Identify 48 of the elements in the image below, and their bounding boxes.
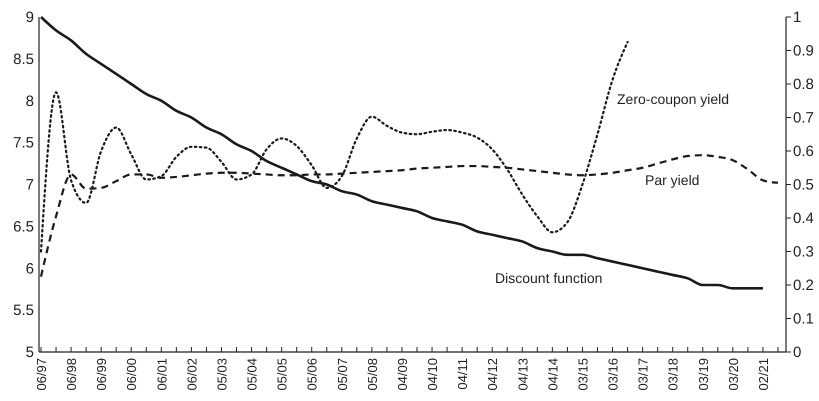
x-tick-label: 06/98 (64, 358, 80, 391)
x-tick-label: 03/18 (666, 358, 681, 391)
x-tick-label: 03/16 (606, 358, 621, 391)
y-tick-label: 6 (26, 260, 34, 278)
y2-tick-label: 0 (793, 344, 802, 361)
y2-tick-label: 0.4 (793, 210, 814, 227)
x-tick-label: 03/17 (636, 358, 651, 391)
y2-tick-label: 0.5 (793, 176, 814, 194)
x-tick-label: 04/10 (425, 358, 440, 391)
x-tick-label: 04/11 (455, 358, 470, 390)
x-tick-label: 05/08 (364, 358, 380, 391)
y2-tick-label: 0.6 (793, 143, 814, 160)
series-label: Discount function (495, 270, 602, 286)
y-tick-label: 7.5 (13, 134, 34, 152)
y-tick-label: 8.5 (13, 50, 34, 68)
x-tick-label: 06/99 (94, 358, 110, 391)
x-tick-label: 02/21 (756, 358, 771, 391)
x-tick-label: 05/06 (304, 358, 320, 391)
x-tick-label: 04/14 (545, 358, 560, 391)
x-tick-label: 04/09 (394, 358, 410, 391)
y-tick-label: 7 (26, 176, 34, 194)
x-tick-label: 03/19 (696, 358, 711, 391)
x-tick-label: 03/15 (575, 358, 590, 391)
series-label: Par yield (645, 172, 700, 188)
y2-tick-label: 0.2 (793, 277, 814, 294)
y-tick-label: 5.5 (13, 302, 34, 320)
y2-tick-label: 0.8 (793, 76, 814, 93)
x-tick-label: 04/12 (485, 358, 500, 391)
y-tick-label: 5 (26, 344, 34, 361)
x-tick-label: 05/05 (274, 358, 290, 391)
y2-tick-label: 1 (793, 9, 802, 26)
x-tick-label: 04/13 (515, 358, 530, 391)
x-tick-label: 06/97 (34, 358, 49, 391)
y2-tick-label: 0.9 (793, 42, 814, 60)
y2-tick-label: 0.3 (793, 244, 814, 260)
y-tick-label: 8 (26, 92, 34, 110)
x-tick-label: 05/03 (214, 358, 230, 391)
y2-tick-label: 0.1 (793, 310, 814, 328)
x-tick-label: 03/20 (726, 358, 741, 391)
y2-tick-label: 0.7 (793, 110, 814, 126)
y-tick-label: 9 (26, 9, 34, 26)
x-tick-label: 05/04 (244, 358, 260, 391)
x-tick-label: 05/07 (334, 358, 350, 391)
x-tick-label: 06/00 (124, 358, 140, 391)
y-tick-label: 6.5 (13, 218, 34, 236)
series-label: Zero-coupon yield (617, 91, 730, 107)
x-tick-label: 06/02 (184, 358, 200, 391)
x-tick-label: 06/01 (154, 358, 170, 391)
